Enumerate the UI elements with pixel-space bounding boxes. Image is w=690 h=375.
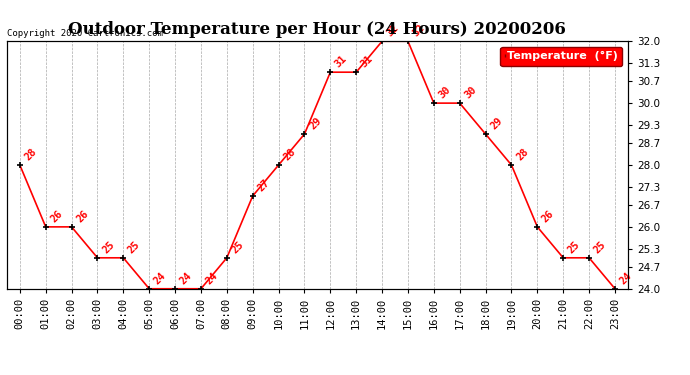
- Text: 28: 28: [23, 146, 39, 162]
- Text: 31: 31: [333, 54, 349, 69]
- Text: 27: 27: [255, 177, 271, 193]
- Text: 26: 26: [75, 208, 90, 224]
- Text: 25: 25: [100, 239, 116, 255]
- Text: 25: 25: [230, 239, 246, 255]
- Legend: Temperature  (°F): Temperature (°F): [500, 47, 622, 66]
- Text: 32: 32: [385, 22, 401, 39]
- Text: Copyright 2020 Cartronics.com: Copyright 2020 Cartronics.com: [7, 28, 163, 38]
- Text: 30: 30: [437, 84, 453, 100]
- Text: 32: 32: [411, 22, 426, 39]
- Text: 25: 25: [566, 239, 582, 255]
- Text: 24: 24: [204, 270, 219, 286]
- Title: Outdoor Temperature per Hour (24 Hours) 20200206: Outdoor Temperature per Hour (24 Hours) …: [68, 21, 566, 38]
- Text: 25: 25: [126, 239, 142, 255]
- Text: 30: 30: [462, 84, 478, 100]
- Text: 31: 31: [359, 54, 375, 69]
- Text: 29: 29: [489, 116, 504, 131]
- Text: 28: 28: [514, 146, 530, 162]
- Text: 24: 24: [152, 270, 168, 286]
- Text: 26: 26: [540, 208, 556, 224]
- Text: 24: 24: [178, 270, 194, 286]
- Text: 24: 24: [618, 270, 633, 286]
- Text: 28: 28: [282, 146, 297, 162]
- Text: 25: 25: [592, 239, 608, 255]
- Text: 29: 29: [307, 116, 323, 131]
- Text: 26: 26: [48, 208, 64, 224]
